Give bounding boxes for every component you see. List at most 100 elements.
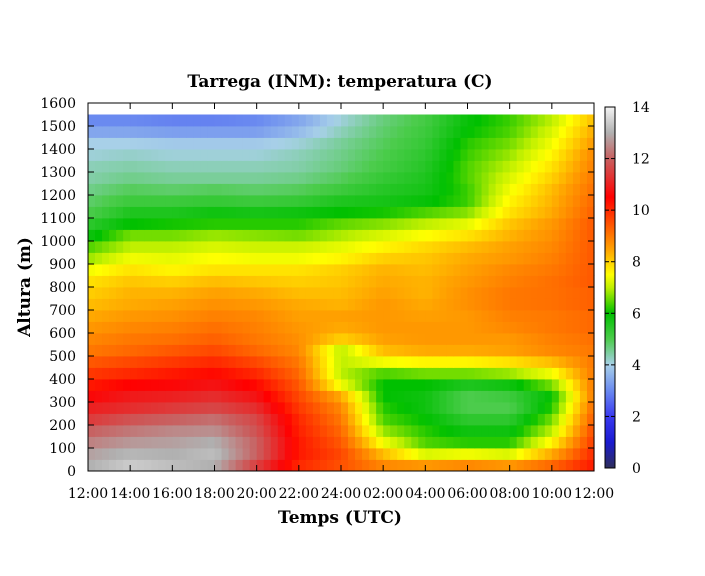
heatmap-cell (116, 114, 124, 127)
heatmap-cell (467, 206, 476, 219)
heatmap-cell (355, 241, 363, 253)
heatmap-cell (228, 195, 237, 207)
heatmap-cell (509, 425, 518, 437)
heatmap-cell (165, 413, 173, 426)
heatmap-cell (214, 126, 223, 138)
heatmap-cell (474, 390, 483, 403)
heatmap-cell (404, 149, 412, 161)
heatmap-cell (263, 321, 272, 334)
heatmap-cell (193, 379, 202, 391)
heatmap-cell (376, 126, 384, 138)
heatmap-cell (425, 379, 433, 391)
heatmap-cell (326, 310, 335, 322)
heatmap-cell (537, 379, 546, 391)
heatmap-cell (165, 459, 173, 472)
heatmap-cell (221, 114, 230, 127)
heatmap-cell (158, 436, 166, 449)
heatmap-cell (88, 275, 96, 288)
heatmap-cell (383, 126, 391, 138)
heatmap-cell (537, 241, 546, 253)
heatmap-cell (200, 413, 209, 426)
heatmap-cell (537, 183, 546, 196)
heatmap-cell (439, 333, 448, 345)
heatmap-cell (333, 310, 342, 322)
heatmap-cell (172, 206, 180, 219)
heatmap-cell (263, 149, 272, 161)
heatmap-cell (102, 218, 110, 230)
heatmap-cell (404, 183, 412, 196)
heatmap-cell (193, 183, 202, 196)
heatmap-cell (411, 379, 419, 391)
heatmap-cell (418, 195, 426, 207)
x-tick-label: 12:00 (68, 486, 108, 502)
heatmap-cell (397, 287, 405, 299)
heatmap-cell (172, 229, 180, 242)
heatmap-cell (137, 321, 145, 334)
heatmap-cell (277, 252, 286, 265)
heatmap-cell (439, 436, 448, 449)
heatmap-cell (123, 402, 131, 414)
heatmap-cell (193, 137, 202, 150)
heatmap-cell (502, 183, 511, 196)
heatmap-cell (488, 436, 497, 449)
heatmap-cell (362, 114, 370, 127)
heatmap-cell (95, 344, 103, 357)
heatmap-cell (256, 448, 265, 460)
heatmap-cell (158, 321, 166, 334)
heatmap-cell (467, 137, 476, 150)
heatmap-cell (460, 356, 469, 368)
x-tick-label: 10:00 (532, 486, 572, 502)
heatmap-cell (256, 160, 265, 173)
heatmap-cell (397, 264, 405, 276)
heatmap-cell (235, 275, 244, 288)
heatmap-cell (530, 218, 539, 230)
heatmap-cell (404, 321, 412, 334)
heatmap-cell (397, 183, 405, 196)
heatmap-cell (116, 459, 124, 472)
heatmap-cell (130, 321, 138, 334)
x-tick-label: 16:00 (152, 486, 192, 502)
heatmap-cell (200, 367, 209, 380)
heatmap-cell (179, 413, 187, 426)
heatmap-cell (551, 206, 560, 219)
heatmap-cell (418, 298, 426, 311)
heatmap-cell (502, 241, 511, 253)
heatmap-cell (326, 172, 335, 184)
heatmap-cell (516, 379, 525, 391)
heatmap-cell (263, 114, 272, 127)
heatmap-cell (312, 195, 321, 207)
heatmap-cell (319, 333, 328, 345)
heatmap-cell (530, 333, 539, 345)
heatmap-cell (467, 321, 476, 334)
heatmap-cell (179, 229, 187, 242)
heatmap-cell (439, 218, 448, 230)
heatmap-cell (530, 126, 539, 138)
heatmap-cell (298, 379, 307, 391)
heatmap-cell (137, 379, 145, 391)
heatmap-cell (214, 436, 223, 449)
heatmap-cell (481, 160, 490, 173)
heatmap-cell (481, 287, 490, 299)
heatmap-cell (109, 195, 117, 207)
heatmap-cell (326, 137, 335, 150)
heatmap-cell (586, 298, 595, 311)
heatmap-cell (221, 402, 230, 414)
heatmap-cell (495, 252, 504, 265)
heatmap-cell (179, 310, 187, 322)
heatmap-cell (495, 448, 504, 460)
heatmap-cell (242, 344, 251, 357)
heatmap-cell (172, 344, 180, 357)
heatmap-cell (341, 252, 349, 265)
heatmap-cell (551, 241, 560, 253)
heatmap-cell (572, 126, 581, 138)
heatmap-cell (425, 183, 433, 196)
heatmap-cell (298, 229, 307, 242)
heatmap-cell (383, 448, 391, 460)
heatmap-cell (432, 413, 440, 426)
heatmap-cell (109, 298, 117, 311)
heatmap-cell (355, 459, 363, 472)
heatmap-cell (326, 264, 335, 276)
heatmap-cell (488, 379, 497, 391)
heatmap-cell (502, 425, 511, 437)
heatmap-cell (242, 356, 251, 368)
